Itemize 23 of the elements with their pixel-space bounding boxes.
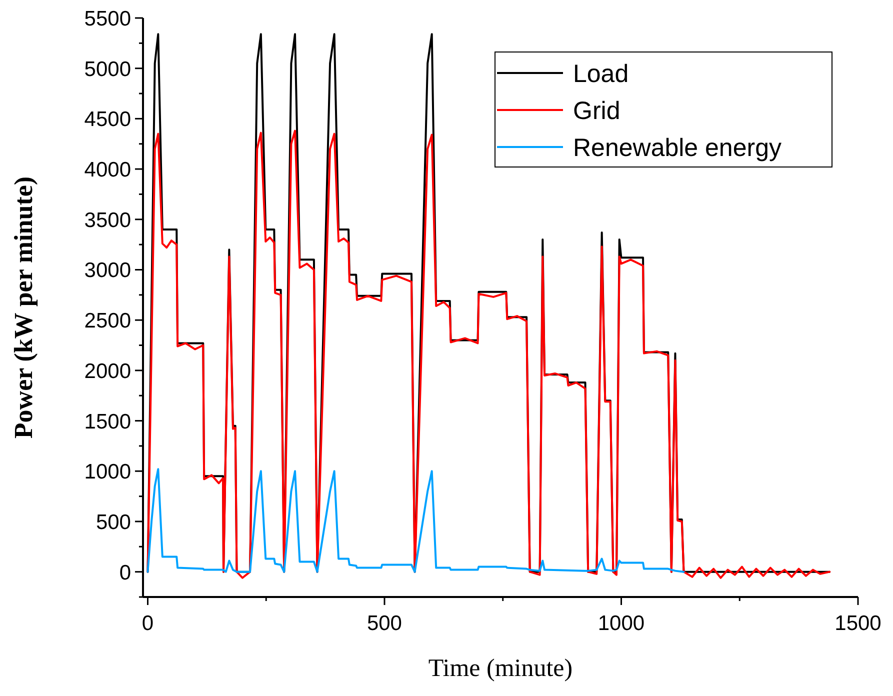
y-tick-label: 500 [96, 510, 131, 534]
x-axis-title: Time (minute) [428, 655, 573, 682]
x-tick-label: 500 [366, 612, 402, 635]
y-tick-label: 2500 [84, 310, 131, 333]
y-axis-title: Power (kW per minute) [9, 176, 38, 439]
y-tick-label: 3000 [84, 259, 131, 282]
y-tick-label: 4000 [84, 158, 131, 182]
line-series [146, 130, 831, 579]
y-tick-label: 4500 [84, 108, 131, 132]
y-tick-label: 5500 [84, 8, 131, 30]
legend-label: Renewable energy [573, 134, 782, 162]
y-tick-label: 3500 [84, 208, 131, 232]
x-tick-label: 1500 [834, 612, 882, 635]
legend-label: Grid [573, 97, 620, 125]
y-tick-label: 2000 [84, 360, 131, 383]
line-series [146, 468, 685, 573]
y-tick-label: 0 [119, 561, 131, 584]
x-tick-label: 1000 [598, 612, 645, 635]
legend-label: Load [573, 60, 629, 88]
y-tick-label: 5000 [84, 58, 131, 81]
y-tick-label: 1500 [84, 410, 131, 434]
x-tick-label: 0 [142, 612, 154, 635]
y-tick-label: 1000 [84, 460, 131, 484]
